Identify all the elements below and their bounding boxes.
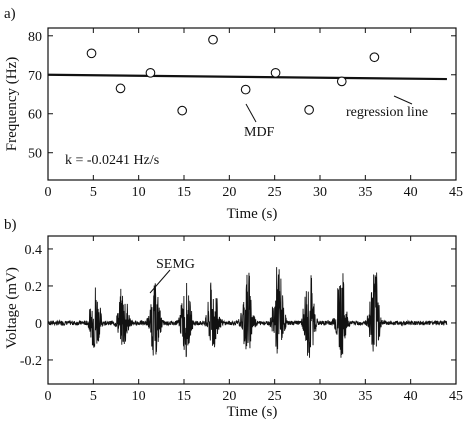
x-tick-label: 5 [90, 185, 97, 200]
mdf-point [177, 105, 188, 116]
panel-a-y-tick-labels: 50 60 70 80 [28, 30, 42, 162]
regression-leader-line [393, 95, 413, 105]
panel-a-axes-frame [47, 27, 457, 181]
x-tick-label: 5 [90, 389, 97, 404]
x-tick-label: 0 [45, 185, 52, 200]
x-tick-label: 30 [313, 389, 327, 404]
x-tick-label: 40 [404, 185, 418, 200]
mdf-point [115, 83, 126, 94]
y-tick-label: 0.2 [25, 280, 43, 295]
y-tick-label: 60 [28, 108, 42, 123]
mdf-point [336, 76, 347, 87]
x-tick-label: 30 [313, 185, 327, 200]
panel-a-x-axis-label: Time (s) [227, 206, 278, 222]
panel-b-y-axis-label: Voltage (mV) [4, 267, 20, 349]
mdf-point [270, 67, 281, 78]
semg-leader-line [149, 269, 171, 294]
regression-line [47, 73, 447, 81]
mdf-point [304, 104, 314, 115]
mdf-point [145, 67, 156, 78]
semg-signal-line [47, 267, 448, 358]
mdf-leader-line [245, 103, 257, 123]
x-tick-label: 35 [358, 185, 372, 200]
x-tick-label: 25 [268, 389, 282, 404]
mdf-point [369, 52, 380, 63]
x-tick-label: 40 [404, 389, 418, 404]
x-tick-label: 45 [449, 185, 463, 200]
panel-b-x-axis-label: Time (s) [227, 404, 278, 420]
panel-b-x-tick-labels: 0 5 10 15 20 25 30 35 40 45 [45, 389, 464, 404]
panel-a-x-tick-labels: 0 5 10 15 20 25 30 35 40 45 [45, 185, 464, 200]
mdf-markers [86, 34, 380, 116]
y-tick-label: -0.2 [20, 354, 42, 369]
regression-annotation: regression line [346, 105, 428, 120]
mdf-point [208, 34, 218, 45]
x-tick-label: 20 [222, 185, 236, 200]
panel-a-label: a) [4, 6, 16, 22]
y-tick-label: 80 [28, 30, 42, 45]
y-tick-label: 0 [35, 317, 42, 332]
x-tick-label: 35 [358, 389, 372, 404]
mdf-annotation: MDF [244, 125, 275, 140]
mdf-point [86, 48, 97, 59]
x-tick-label: 25 [268, 185, 282, 200]
panel-b-ticks [47, 236, 457, 384]
y-tick-label: 0.4 [25, 243, 43, 258]
panel-a-y-axis-label: Frequency (Hz) [4, 57, 20, 152]
x-tick-label: 0 [45, 389, 52, 404]
mdf-point [240, 84, 251, 95]
x-tick-label: 20 [222, 389, 236, 404]
semg-annotation: SEMG [156, 257, 195, 272]
panel-b-label: b) [4, 217, 17, 233]
x-tick-label: 15 [177, 389, 191, 404]
panel-b-y-tick-labels: -0.2 0 0.2 0.4 [20, 243, 42, 369]
x-tick-label: 15 [177, 185, 191, 200]
panel-b-axes-frame [47, 235, 457, 385]
y-tick-label: 70 [28, 69, 42, 84]
y-tick-label: 50 [28, 147, 42, 162]
panel-b: b) 0 5 10 15 20 25 30 35 40 45 -0.2 0 0.2 0.4 Time (… [4, 217, 463, 420]
slope-equation: k = -0.0241 Hz/s [65, 153, 159, 168]
x-tick-label: 45 [449, 389, 463, 404]
x-tick-label: 10 [132, 185, 146, 200]
x-tick-label: 10 [132, 389, 146, 404]
